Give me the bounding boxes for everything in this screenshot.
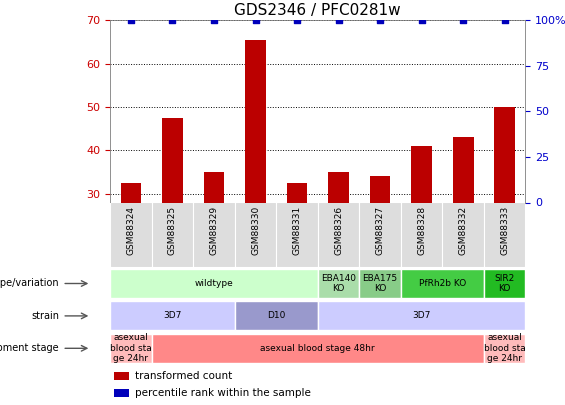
Bar	[110, 301, 235, 330]
Bar	[401, 202, 442, 267]
Bar	[411, 146, 432, 202]
Text: asexual
blood sta
ge 24hr: asexual blood sta ge 24hr	[110, 333, 152, 363]
Title: GDS2346 / PFC0281w: GDS2346 / PFC0281w	[234, 3, 401, 18]
Text: genotype/variation: genotype/variation	[0, 279, 59, 288]
Bar	[114, 389, 129, 397]
Bar	[276, 202, 318, 267]
Text: GSM88333: GSM88333	[500, 206, 509, 255]
Bar	[370, 177, 390, 202]
Bar	[286, 183, 307, 202]
Bar	[235, 301, 318, 330]
Text: 3D7: 3D7	[163, 311, 182, 320]
Bar	[484, 334, 525, 363]
Text: GSM88331: GSM88331	[293, 206, 302, 255]
Text: D10: D10	[267, 311, 285, 320]
Bar	[151, 334, 484, 363]
Bar	[359, 269, 401, 298]
Point	[210, 17, 219, 23]
Point	[500, 17, 509, 23]
Text: PfRh2b KO: PfRh2b KO	[419, 279, 466, 288]
Text: GSM88329: GSM88329	[210, 206, 219, 255]
Text: SIR2
KO: SIR2 KO	[494, 274, 515, 293]
Bar	[203, 172, 224, 202]
Bar	[235, 202, 276, 267]
Bar	[318, 301, 525, 330]
Bar	[120, 183, 141, 202]
Bar	[484, 269, 525, 298]
Text: GSM88327: GSM88327	[376, 206, 385, 255]
Text: development stage: development stage	[0, 343, 59, 353]
Bar	[359, 202, 401, 267]
Text: GSM88328: GSM88328	[417, 206, 426, 255]
Point	[251, 17, 260, 23]
Text: GSM88325: GSM88325	[168, 206, 177, 255]
Text: asexual
blood sta
ge 24hr: asexual blood sta ge 24hr	[484, 333, 525, 363]
Text: GSM88324: GSM88324	[127, 206, 136, 255]
Point	[459, 17, 468, 23]
Bar	[328, 172, 349, 202]
Bar	[401, 269, 484, 298]
Point	[168, 17, 177, 23]
Bar	[110, 202, 151, 267]
Bar	[318, 202, 359, 267]
Text: transformed count: transformed count	[135, 371, 232, 381]
Text: GSM88332: GSM88332	[459, 206, 468, 255]
Bar	[114, 372, 129, 380]
Text: 3D7: 3D7	[412, 311, 431, 320]
Bar	[110, 334, 151, 363]
Bar	[494, 107, 515, 202]
Point	[417, 17, 426, 23]
Text: EBA175
KO: EBA175 KO	[363, 274, 398, 293]
Text: wildtype: wildtype	[194, 279, 233, 288]
Bar	[453, 137, 473, 202]
Bar	[484, 202, 525, 267]
Point	[334, 17, 343, 23]
Point	[127, 17, 136, 23]
Point	[293, 17, 302, 23]
Bar	[193, 202, 235, 267]
Text: asexual blood stage 48hr: asexual blood stage 48hr	[260, 344, 375, 353]
Point	[376, 17, 385, 23]
Bar	[245, 40, 266, 202]
Text: percentile rank within the sample: percentile rank within the sample	[135, 388, 311, 398]
Text: EBA140
KO: EBA140 KO	[321, 274, 356, 293]
Text: GSM88330: GSM88330	[251, 206, 260, 255]
Text: strain: strain	[31, 311, 59, 321]
Bar	[151, 202, 193, 267]
Bar	[318, 269, 359, 298]
Text: GSM88326: GSM88326	[334, 206, 343, 255]
Bar	[162, 118, 183, 202]
Bar	[442, 202, 484, 267]
Bar	[110, 269, 318, 298]
